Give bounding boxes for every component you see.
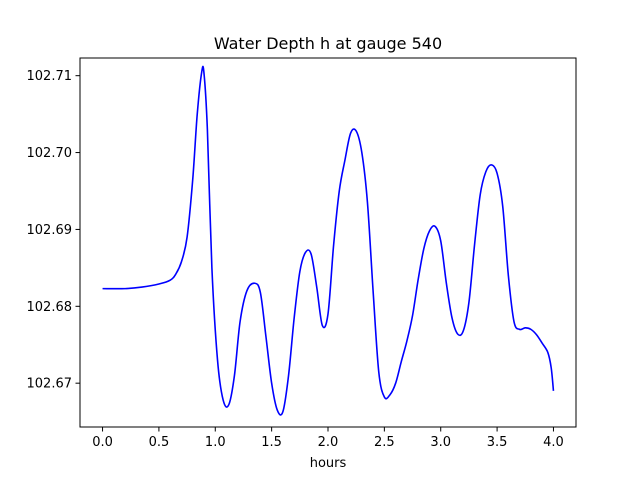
x-tick-label: 4.0 (543, 435, 564, 450)
y-tick-label: 102.70 (27, 146, 73, 161)
x-tick-label: 0.0 (92, 435, 113, 450)
x-tick-label: 1.5 (261, 435, 282, 450)
y-tick-label: 102.67 (27, 377, 73, 392)
y-tick-label: 102.69 (27, 223, 73, 238)
x-tick-label: 0.5 (149, 435, 170, 450)
x-axis-title: hours (310, 456, 347, 471)
x-tick-label: 3.5 (487, 435, 508, 450)
chart-title: Water Depth h at gauge 540 (214, 34, 442, 53)
y-tick-label: 102.71 (27, 69, 73, 84)
x-tick-label: 2.5 (374, 435, 395, 450)
plot-area: 0.0 0.5 1.0 1.5 2.0 2.5 3.0 3.5 4.0 102.67 102.68 1… (27, 57, 577, 450)
x-tick-label: 3.0 (430, 435, 451, 450)
x-tick-label: 2.0 (318, 435, 339, 450)
x-tick-label: 1.0 (205, 435, 226, 450)
y-tick-label: 102.68 (27, 300, 73, 315)
series-line (102, 65, 555, 416)
axes-frame (79, 57, 577, 428)
